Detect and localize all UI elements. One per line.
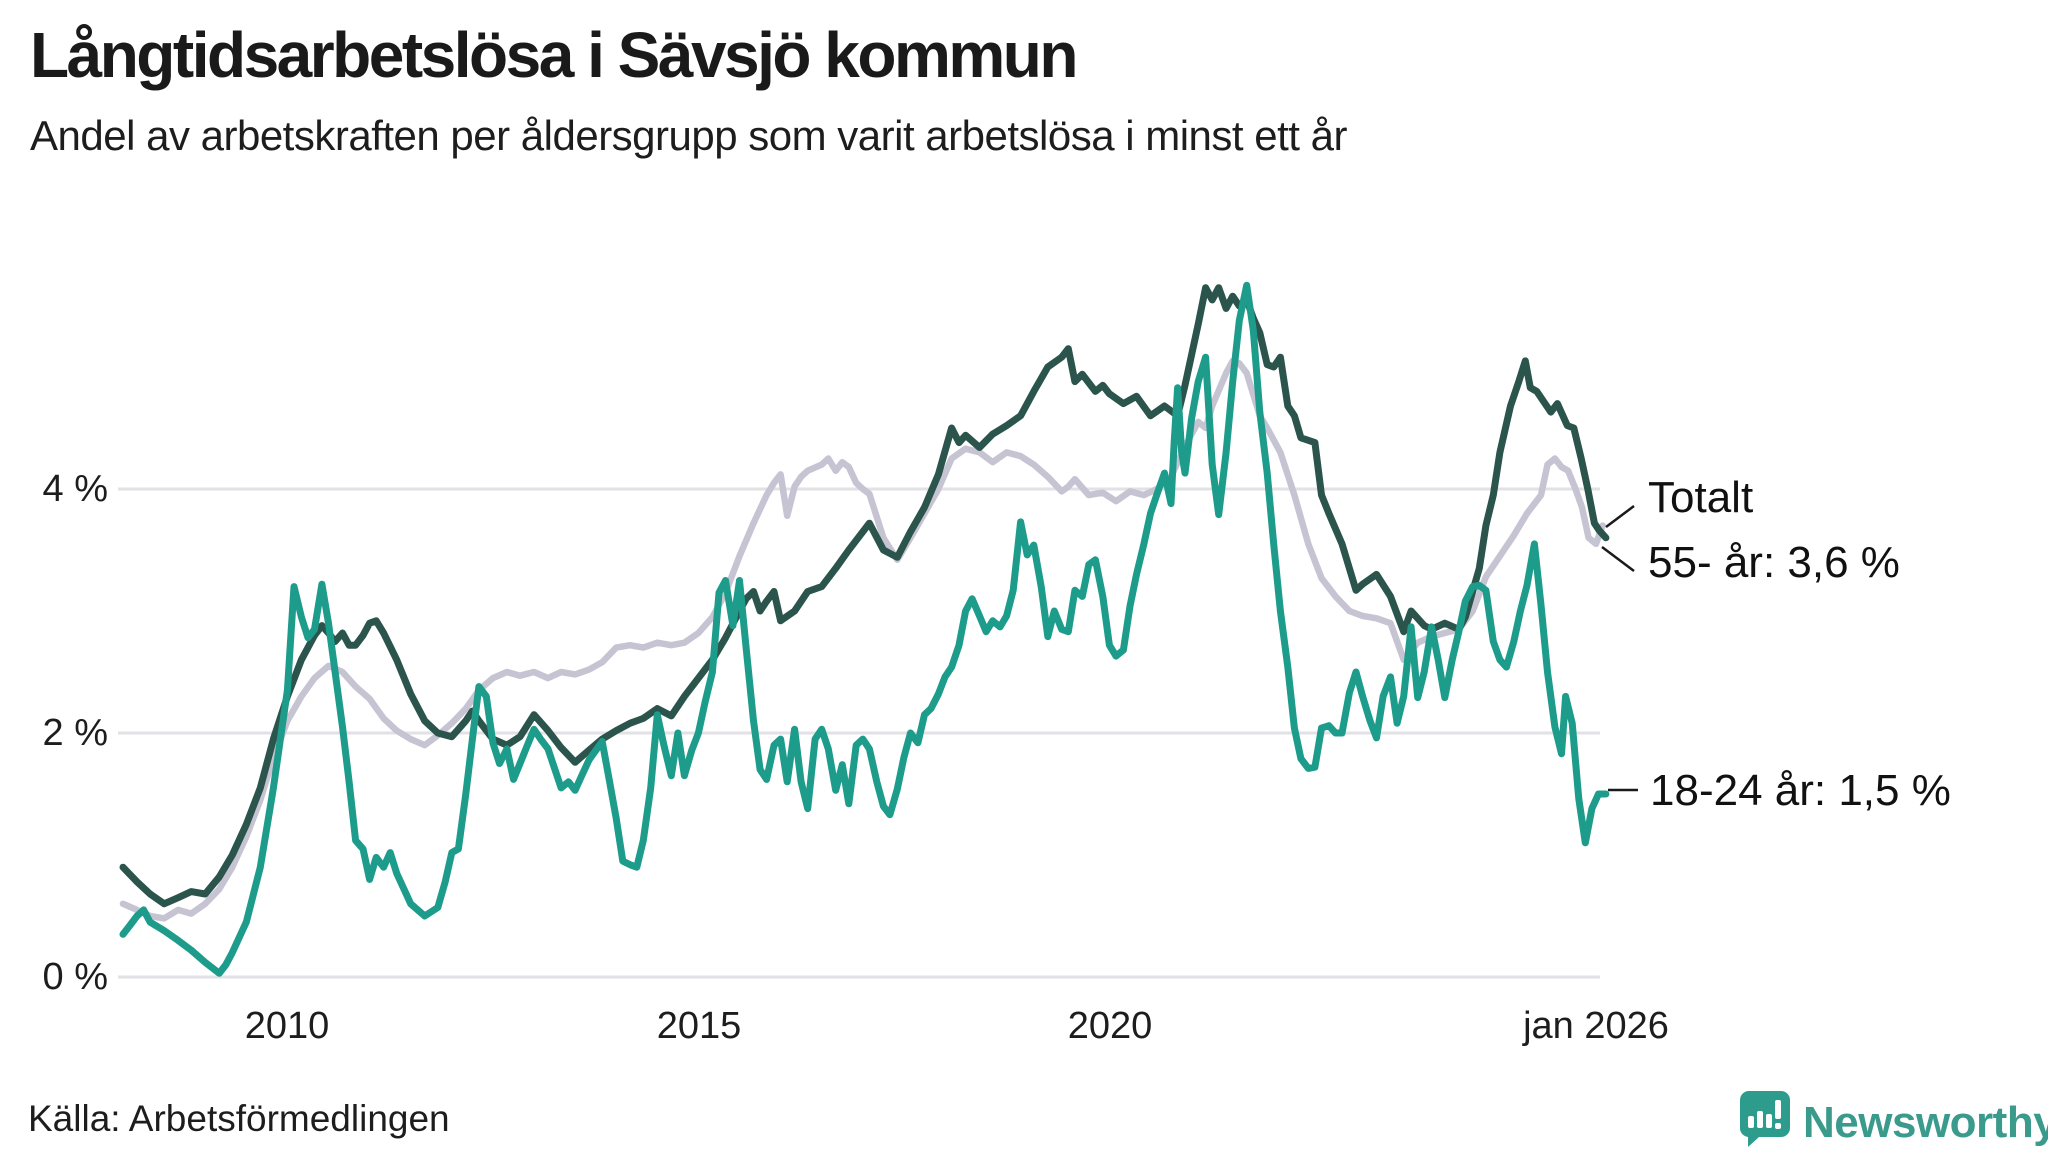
source-note: Källa: Arbetsförmedlingen: [28, 1098, 450, 1139]
y-axis-tick-0: 0 %: [42, 956, 108, 998]
series-lines: [119, 281, 1610, 977]
series-line-55-r: [119, 284, 1610, 908]
older-connector-line: [1601, 546, 1635, 572]
series-label-55-ar: 55- år: 3,6 %: [1648, 538, 1900, 587]
newsworthy-brand-text: Newsworthy: [1803, 1098, 2048, 1147]
x-axis-tick-2010: 2010: [244, 1005, 330, 1047]
series-label-totalt: Totalt: [1648, 473, 1754, 522]
x-axis-tick-2015: 2015: [656, 1005, 742, 1047]
annotation-connectors: [1601, 505, 1638, 792]
series-line-totalt: [119, 357, 1606, 922]
page-title: Långtidsarbetslösa i Sävsjö kommun: [30, 19, 1078, 91]
series-line-18-24-r: [119, 281, 1610, 977]
totalt-connector-line: [1605, 505, 1635, 528]
x-axis-tick-2020: 2020: [1067, 1005, 1153, 1047]
newsworthy-logo-icon: [1739, 1091, 1790, 1147]
y-axis-tick-4: 4 %: [42, 468, 108, 510]
x-axis-tick-jan2026: jan 2026: [1523, 1005, 1669, 1047]
page-subtitle: Andel av arbetskraften per åldersgrupp s…: [30, 112, 1347, 159]
series-label-18-24-ar: 18-24 år: 1,5 %: [1650, 766, 1951, 815]
y-axis-tick-2: 2 %: [42, 712, 108, 754]
